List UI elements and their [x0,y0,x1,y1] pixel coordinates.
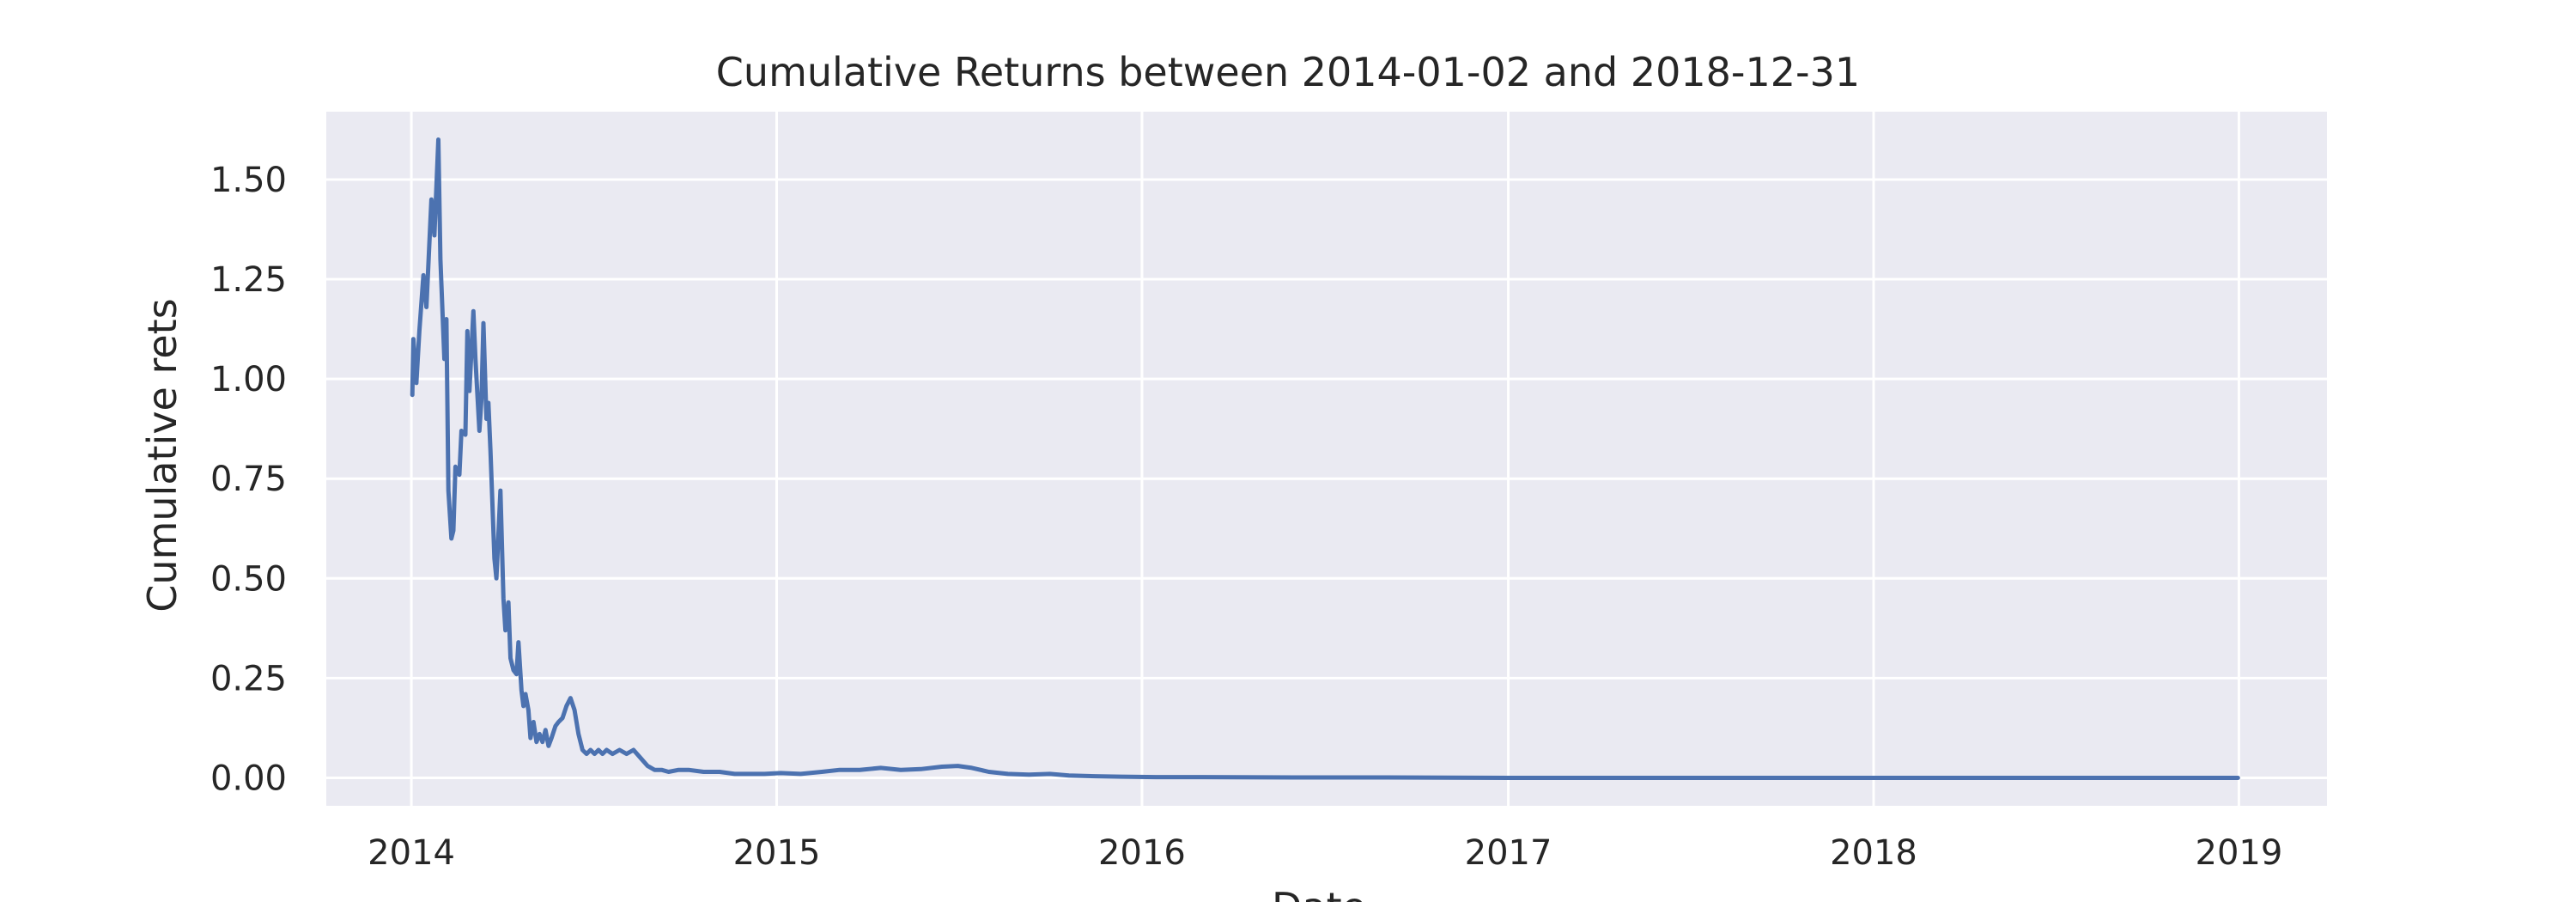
y-tick-label: 0.00 [210,759,287,798]
y-tick-label: 0.75 [210,460,287,499]
y-axis-label: Cumulative rets [139,298,185,612]
y-axis-ticks: 0.00 0.25 0.50 0.75 1.00 1.25 1.50 [210,161,287,799]
y-tick-label: 1.25 [210,260,287,300]
gridlines [326,112,2327,806]
y-tick-label: 0.50 [210,559,287,599]
series-line-cumulative-returns [410,137,2240,780]
y-tick-label: 1.50 [210,161,287,200]
x-tick-label: 2018 [1830,833,1917,873]
x-tick-label: 2017 [1465,833,1552,873]
chart-title: Cumulative Returns between 2014-01-02 an… [716,49,1860,95]
x-axis-label: Date [1272,884,1366,902]
x-tick-label: 2015 [733,833,821,873]
series-group [410,137,2240,780]
x-tick-label: 2014 [368,833,455,873]
y-tick-label: 1.00 [210,360,287,399]
y-tick-label: 0.25 [210,659,287,698]
plot-area [326,112,2327,806]
x-axis-ticks: 2014 2015 2016 2017 2018 2019 [368,833,2282,873]
x-tick-label: 2019 [2196,833,2283,873]
x-tick-label: 2016 [1098,833,1186,873]
